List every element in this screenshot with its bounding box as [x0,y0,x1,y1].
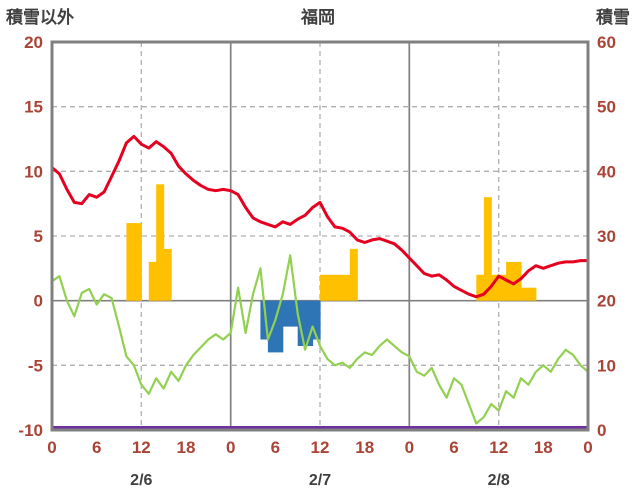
snow-bar [290,300,299,327]
left-tick-label: -5 [28,356,43,375]
rain-bar [528,287,537,301]
left-tick-label: 5 [34,227,43,246]
precipitation-bars [126,184,537,353]
left-tick-label: 20 [24,33,43,52]
left-axis-title: 積雪以外 [6,7,74,27]
left-tick-label: 10 [24,162,43,181]
rain-bar [126,223,135,301]
snow-bar [312,300,321,340]
date-label: 2/8 [488,472,510,489]
rain-bar [327,274,336,301]
snow-bar [297,300,306,346]
plot-border [50,40,590,432]
x-tick-label: 6 [271,438,280,457]
x-tick-label: 12 [311,438,330,457]
chart-title: 福岡 [300,7,335,27]
x-tick-label: 18 [177,438,196,457]
secondary-line [50,254,590,425]
rain-bar [498,274,507,301]
date-label: 2/7 [309,472,331,489]
rain-bar [483,197,492,301]
right-tick-label: 50 [597,98,616,117]
x-tick-label: 0 [226,438,235,457]
x-tick-label: 18 [534,438,553,457]
rain-bar [521,287,529,301]
rain-bar [163,248,172,301]
rain-bar [320,274,328,301]
x-tick-label: 12 [132,438,151,457]
snow-bar [305,300,314,346]
rain-bar [342,274,351,301]
left-tick-label: 15 [24,98,43,117]
snow-bar [260,300,269,340]
rain-bar [349,248,358,301]
left-tick-label: -10 [18,421,43,440]
rain-bar [334,274,343,301]
rain-bar [156,184,165,301]
right-tick-label: 30 [597,227,616,246]
x-tick-label: 0 [583,438,592,457]
right-tick-label: 40 [597,162,616,181]
x-tick-label: 0 [405,438,414,457]
x-tick-label: 6 [449,438,458,457]
x-tick-label: 18 [355,438,374,457]
right-axis-title: 積雪 [596,7,630,27]
snow-bar [282,300,291,327]
right-tick-label: 60 [597,33,616,52]
data-lines [50,134,590,429]
snow-bar [275,300,284,353]
rain-bar [476,274,485,301]
right-tick-label: 10 [597,356,616,375]
x-tick-label: 0 [47,438,56,457]
temperature-line [50,134,590,299]
left-tick-label: 0 [34,292,43,311]
right-tick-label: 20 [597,292,616,311]
rain-bar [133,223,142,301]
rain-bar [491,274,500,301]
date-label: 2/6 [130,472,152,489]
x-tick-label: 6 [92,438,101,457]
x-tick-label: 12 [489,438,508,457]
rain-bar [148,261,157,301]
right-tick-label: 0 [597,421,606,440]
